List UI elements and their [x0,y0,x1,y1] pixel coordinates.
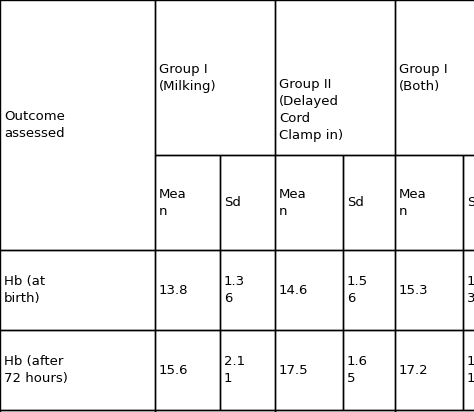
Bar [275,250,343,330]
Bar [395,250,463,330]
Bar [220,250,275,330]
Bar [463,330,474,410]
Bar [275,330,343,410]
Text: 15.6: 15.6 [159,363,189,377]
Text: 14.6: 14.6 [279,283,309,297]
Bar [155,410,275,412]
Bar [155,250,220,330]
Text: Mea
n: Mea n [399,187,427,218]
Text: Sd: Sd [467,196,474,209]
Bar [0,0,155,250]
Text: Hb (at
birth): Hb (at birth) [4,275,45,305]
Bar [220,330,275,410]
Text: Hb (after
72 hours): Hb (after 72 hours) [4,355,68,385]
Bar [343,155,395,250]
Bar [275,0,395,155]
Text: Group I
(Both): Group I (Both) [399,63,447,93]
Bar [343,330,395,410]
Text: 2.1
1: 2.1 1 [224,355,245,385]
Bar [220,155,275,250]
Bar [463,250,474,330]
Text: Group II
(Delayed
Cord
Clamp in): Group II (Delayed Cord Clamp in) [279,77,343,141]
Text: 1.3
6: 1.3 6 [224,275,245,305]
Text: Sd: Sd [347,196,364,209]
Text: 15.3: 15.3 [399,283,428,297]
Text: 1.9
1: 1.9 1 [467,355,474,385]
Text: 17.2: 17.2 [399,363,428,377]
Bar [0,410,155,412]
Text: 1.8
3: 1.8 3 [467,275,474,305]
Text: 1.5
6: 1.5 6 [347,275,368,305]
Text: Mea
n: Mea n [279,187,307,218]
Text: Group I
(Milking): Group I (Milking) [159,63,217,93]
Bar [343,250,395,330]
Bar [275,155,343,250]
Bar [395,0,474,155]
Bar [463,155,474,250]
Text: Outcome
assessed: Outcome assessed [4,110,65,140]
Bar [0,250,155,330]
Bar [395,410,474,412]
Text: 1.6
5: 1.6 5 [347,355,368,385]
Text: Sd: Sd [224,196,241,209]
Bar [0,330,155,410]
Bar [155,0,275,155]
Bar [155,330,220,410]
Bar [155,155,220,250]
Bar [395,155,463,250]
Text: 13.8: 13.8 [159,283,189,297]
Bar [275,410,395,412]
Text: Mea
n: Mea n [159,187,187,218]
Text: 17.5: 17.5 [279,363,309,377]
Bar [395,330,463,410]
